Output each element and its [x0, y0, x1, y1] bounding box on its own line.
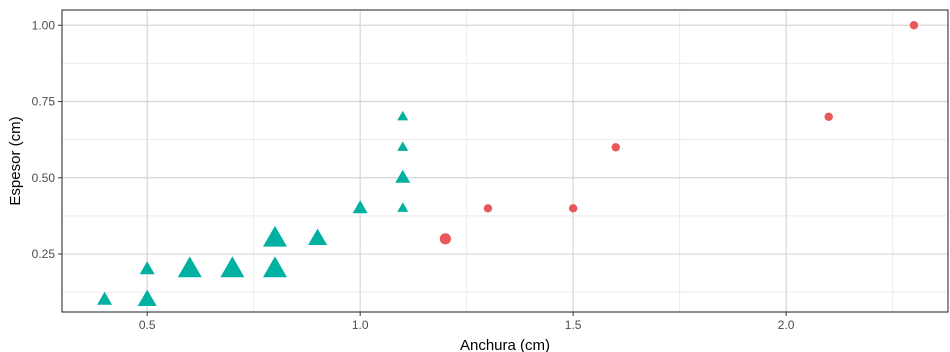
x-axis-title: Anchura (cm) [460, 337, 550, 352]
triangle-point [177, 256, 202, 278]
triangle-point [262, 225, 287, 247]
triangle-point [262, 256, 287, 278]
y-tick-label: 0.75 [32, 95, 56, 109]
x-axis-ticks: 0.5 1.0 1.5 2.0 [139, 312, 795, 332]
circle-point [483, 204, 493, 213]
major-grid [62, 10, 948, 312]
triangle-point [139, 261, 155, 275]
data-points [97, 21, 919, 307]
circle-point [439, 233, 451, 245]
x-tick-label: 1.5 [565, 318, 582, 332]
triangle-point [352, 200, 368, 214]
y-axis-title: Espesor (cm) [7, 116, 24, 205]
x-tick-label: 2.0 [778, 318, 795, 332]
triangle-point [137, 289, 157, 307]
triangle-point [220, 256, 245, 278]
triangle-point [397, 202, 409, 212]
circle-point [909, 21, 919, 30]
triangle-point [97, 291, 113, 305]
y-tick-label: 0.50 [32, 171, 56, 185]
x-tick-label: 1.0 [352, 318, 369, 332]
triangle-point [397, 141, 409, 151]
triangle-point [395, 169, 411, 183]
triangle-point [397, 110, 409, 121]
triangle-point [308, 228, 328, 246]
circle-point [824, 112, 833, 121]
x-tick-label: 0.5 [139, 318, 156, 332]
y-axis-ticks: 0.25 0.50 0.75 1.00 [32, 18, 62, 261]
circle-point [568, 204, 578, 213]
minor-grid [62, 10, 948, 312]
panel-border [61, 9, 949, 313]
y-tick-label: 1.00 [32, 18, 56, 32]
y-tick-label: 0.25 [32, 247, 56, 261]
circle-point [611, 143, 620, 152]
